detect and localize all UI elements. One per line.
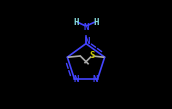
- Text: S: S: [89, 51, 94, 60]
- Text: N: N: [83, 23, 89, 32]
- Text: H: H: [93, 18, 99, 27]
- Text: H: H: [73, 18, 79, 27]
- Text: N: N: [74, 75, 79, 84]
- Text: N: N: [84, 37, 90, 46]
- Text: N: N: [93, 75, 98, 84]
